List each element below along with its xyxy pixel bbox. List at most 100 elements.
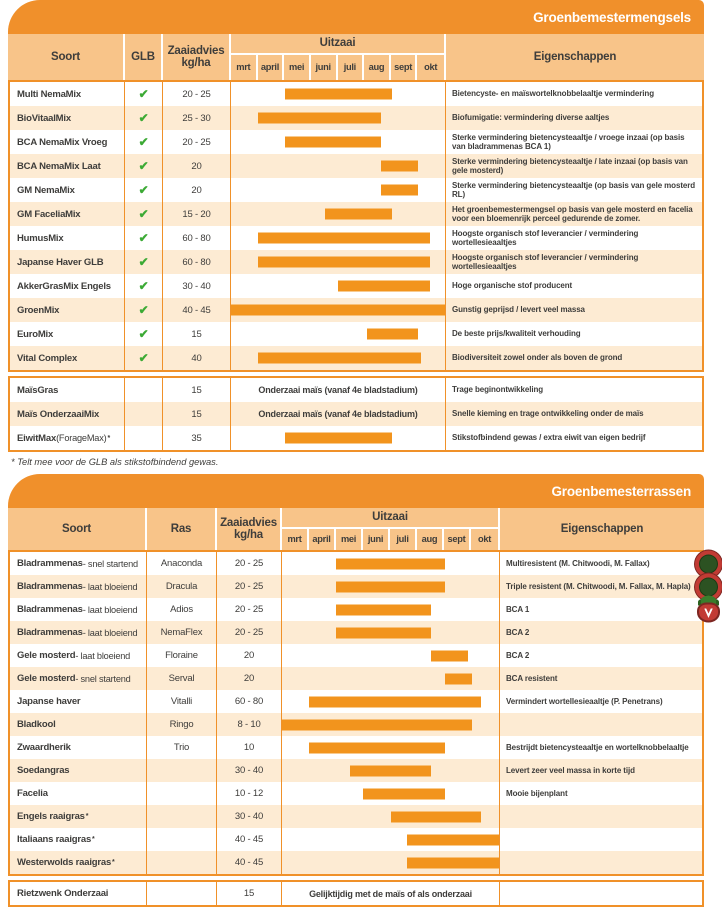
beet-root-icon <box>697 602 720 622</box>
table-row: Japanse haver Vitalli 60 - 80 Vermindert wo… <box>10 690 702 713</box>
glb-checkmark-icon: ✔ <box>138 183 149 197</box>
glb-cell: ✔ <box>125 274 163 298</box>
table-row: EiwitMax (ForageMax) * 35 Stikstofbindend g… <box>10 426 702 450</box>
eigenschappen-cell: Biofumigatie: vermindering diverse aaltj… <box>452 113 610 123</box>
zaaiadvies-cell: 10 <box>217 736 282 759</box>
table-row: AkkerGrasMix Engels ✔ 30 - 40 Hoge organisc… <box>10 274 702 298</box>
eigenschappen-cell: Hoogste organisch stof leverancier / ver… <box>452 252 639 272</box>
zaaiadvies-cell: 15 - 20 <box>163 202 231 226</box>
table-row: Zwaardherik Trio 10 Bestrijdt bietencysteaa… <box>10 736 702 759</box>
soort-descriptor: (ForageMax) <box>56 433 107 443</box>
soort-name: EiwitMax <box>17 432 57 444</box>
table-row: Bladrammenas - laat bloeiend Dracula 20 - … <box>10 573 722 600</box>
sow-calendar-cell <box>282 805 500 828</box>
glb-cell <box>125 402 163 426</box>
glb-asterisk: * <box>107 434 110 442</box>
column-header-eigenschappen: Eigenschappen <box>560 522 644 535</box>
zaaiadvies-cell: 30 - 40 <box>163 274 231 298</box>
ras-cell: Dracula <box>147 575 217 598</box>
table2-title-band: Groenbemesterrassen <box>8 474 704 508</box>
table2-main-rows: Bladrammenas - snel startend Anaconda 20 -… <box>8 550 722 876</box>
table1-title-band: Groenbemestermengsels <box>8 0 704 34</box>
sow-calendar-cell <box>282 782 500 805</box>
soort-name: Zwaardherik <box>17 742 71 753</box>
zaaiadvies-cell: 30 - 40 <box>217 805 282 828</box>
month-label-juni: juni <box>311 55 338 80</box>
table-row: Gele mosterd - snel startend Serval 20 BCA … <box>10 667 702 690</box>
soort-name: Gele mosterd <box>17 650 76 661</box>
month-label-juli: juli <box>390 529 417 550</box>
sow-period-bar <box>336 581 445 592</box>
soort-cell: EiwitMax (ForageMax) * <box>10 426 125 450</box>
table-row: Bladrammenas - laat bloeiend NemaFlex 20 -… <box>10 621 702 644</box>
table-row: Soedangras 30 - 40 Levert zeer veel massa … <box>10 759 702 782</box>
soort-name: Facelia <box>17 788 48 799</box>
ras-cell: Serval <box>147 667 217 690</box>
soort-descriptor: - snel startend <box>82 558 138 569</box>
table-row: GM FaceliaMix ✔ 15 - 20 Het groenbemesterme… <box>10 202 702 226</box>
soort-descriptor: - snel startend <box>75 673 131 684</box>
zaaiadvies-cell: 20 - 25 <box>217 575 282 598</box>
glb-cell: ✔ <box>125 106 163 130</box>
table-row: GM NemaMix ✔ 20 Sterke vermindering bietenc… <box>10 178 702 202</box>
glb-cell <box>125 378 163 402</box>
soort-cell: Maïs OnderzaaiMix <box>10 402 125 426</box>
table-row: MaïsGras 15 Onderzaai maïs (vanaf 4e blads… <box>10 378 702 402</box>
eigenschappen-cell: BCA 2 <box>506 627 530 637</box>
soort-cell: Rietzwenk Onderzaai <box>10 882 147 905</box>
glb-cell <box>125 426 163 450</box>
soort-name: BCA NemaMix Laat <box>17 160 101 172</box>
ras-cell: Anaconda <box>147 552 217 575</box>
soort-cell: Bladrammenas - laat bloeiend <box>10 598 147 621</box>
column-header-glb: GLB <box>125 34 163 80</box>
soort-cell: Japanse haver <box>10 690 147 713</box>
eigenschappen-cell: Triple resistent (M. Chitwoodi, M. Falla… <box>506 581 691 591</box>
glb-cell: ✔ <box>125 154 163 178</box>
zaaiadvies-cell: 15 <box>217 882 282 905</box>
soort-cell: Vital Complex <box>10 346 125 370</box>
zaaiadvies-cell: 15 <box>163 402 231 426</box>
soort-name: BioVitaalMix <box>17 112 71 124</box>
soort-name: Westerwolds raaigras <box>17 857 112 868</box>
ras-cell <box>147 851 217 874</box>
glb-asterisk: * <box>92 836 95 843</box>
month-label-juli: juli <box>338 55 365 80</box>
eigenschappen-cell: BCA 1 <box>506 604 530 614</box>
soort-cell: GroenMix <box>10 298 125 322</box>
table-row: EuroMix ✔ 15 De beste prijs/kwaliteit verho… <box>10 322 702 346</box>
glb-checkmark-icon: ✔ <box>138 279 149 293</box>
sow-period-bar <box>257 112 381 124</box>
soort-descriptor: - laat bloeiend <box>82 581 138 592</box>
month-label-aug: aug <box>364 55 391 80</box>
table1-maize-rows: MaïsGras 15 Onderzaai maïs (vanaf 4e blads… <box>8 376 704 452</box>
groenbemestermengsels-table: Groenbemestermengsels Soort GLB Zaaiadvi… <box>8 0 704 467</box>
sow-note: Onderzaai maïs (vanaf 4e bladstadium) <box>231 402 446 426</box>
table-row: Japanse Haver GLB ✔ 60 - 80 Hoogste organis… <box>10 250 702 274</box>
month-label-sept: sept <box>391 55 418 80</box>
ras-cell: Adios <box>147 598 217 621</box>
table-row: Gele mosterd - laat bloeiend Floraine 20 BC… <box>10 644 702 667</box>
sow-period-bar <box>309 696 482 707</box>
sow-period-bar <box>406 857 499 868</box>
table-row: Rietzwenk Onderzaai 15 Gelijktijdig met de… <box>10 882 702 905</box>
glb-footnote: * Telt mee voor de GLB als stikstofbinde… <box>11 457 219 467</box>
table-row: Italiaans raaigras * 40 - 45 <box>10 828 702 851</box>
glb-checkmark-icon: ✔ <box>138 111 149 125</box>
eigenschappen-cell: Het groenbemestermengsel op basis van ge… <box>452 204 693 224</box>
eigenschappen-cell: De beste prijs/kwaliteit verhouding <box>452 329 581 339</box>
soort-name: Japanse Haver GLB <box>17 256 104 268</box>
soort-name: EuroMix <box>17 328 54 340</box>
glb-checkmark-icon: ✔ <box>138 351 149 365</box>
glb-asterisk: * <box>112 859 115 866</box>
table-row: Multi NemaMix ✔ 20 - 25 Bietencyste- en maï… <box>10 82 702 106</box>
eigenschappen-cell: Stikstofbindend gewas / extra eiwit van … <box>452 433 646 443</box>
table2-title: Groenbemesterrassen <box>551 483 691 499</box>
soort-name: Bladrammenas <box>17 581 83 592</box>
table-row: Vital Complex ✔ 40 Biodiversiteit zowel ond… <box>10 346 702 370</box>
soort-cell: Bladrammenas - laat bloeiend <box>10 621 147 644</box>
glb-cell: ✔ <box>125 346 163 370</box>
soort-name: GM FaceliaMix <box>17 208 81 220</box>
zaaiadvies-cell: 15 <box>163 322 231 346</box>
zaaiadvies-cell: 20 - 25 <box>217 621 282 644</box>
sow-period-bar <box>257 352 421 364</box>
